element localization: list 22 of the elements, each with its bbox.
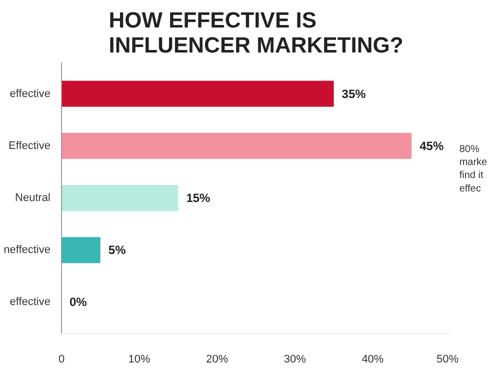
x-tick-label: 50% (436, 354, 459, 366)
bar (62, 80, 334, 107)
x-tick-label: 20% (206, 354, 228, 366)
x-tick-label: 10% (128, 354, 151, 366)
bar (62, 132, 412, 159)
data-label: 35% (342, 86, 366, 101)
data-label: 45% (420, 138, 444, 153)
y-tick-label: neffective (4, 244, 51, 256)
data-label: 15% (186, 191, 211, 205)
data-label: 5% (108, 243, 126, 258)
x-tick-label: 0 (58, 354, 65, 366)
data-label: 0% (70, 295, 88, 310)
y-tick-label: effective (10, 88, 51, 100)
y-tick-label: Effective (8, 140, 51, 152)
bar (62, 237, 100, 264)
bar (62, 184, 178, 212)
x-tick-label: 40% (362, 354, 384, 366)
text: 80% marke find it effec (459, 144, 488, 194)
y-tick-label: effective (10, 296, 51, 308)
chart-title: HOW EFFECTIVE IS INFLUENCER MARKETING? (108, 8, 404, 58)
x-tick-label: 30% (284, 354, 306, 366)
y-tick-label: Neutral (15, 192, 51, 204)
